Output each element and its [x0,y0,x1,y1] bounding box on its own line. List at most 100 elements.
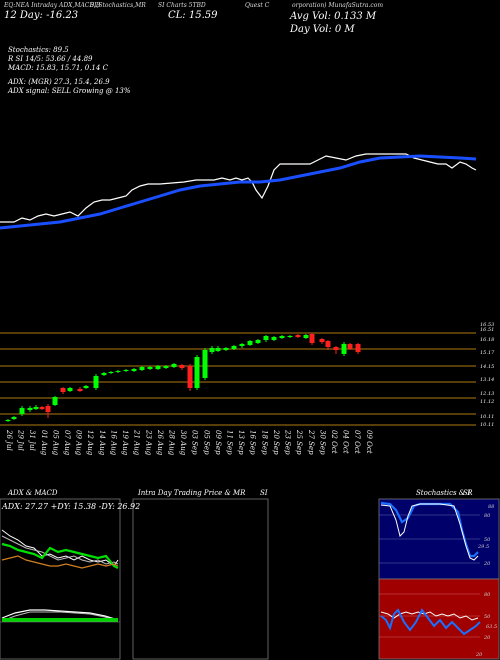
date-label: 28 Aug [167,429,175,456]
intraday-panel-frame [132,498,269,660]
candle-body [255,340,261,343]
stochastics-lines [379,501,480,564]
candle-body [279,336,285,338]
date-label: 23 Aug [144,429,152,456]
price-level-9: 10.11 [480,414,494,420]
date-label: 26 Jul [5,429,13,451]
candle-body [187,366,193,388]
candle-body [155,366,161,369]
candle-body [139,367,145,370]
candle-body [223,348,229,350]
chart-title-company-site: orporation) MunafaSutra.com [292,2,384,9]
candle-body [60,388,66,392]
stoch-tick-80: 80 [484,513,491,519]
adx-panel-title: ADX & MACD [8,489,58,497]
candle-body [194,357,200,388]
date-label: 25 Sep [295,429,303,455]
price-level-4: 15.17 [480,350,495,356]
date-label: 05 Sep [202,430,210,455]
candle-body [39,407,45,409]
adx-signal-text: ADX signal: SELL Growing @ 13% [8,87,131,95]
candle-body [163,366,169,368]
date-label: 30 Sep [318,430,326,455]
chart-title-company: Quest C [245,2,270,9]
date-label: 27 Sep [307,429,315,455]
date-label: 16 Aug [109,430,117,456]
date-label: 12 Aug [86,430,94,456]
candle-body [303,335,309,338]
candle-body [325,341,331,347]
date-label: 09 Oct [365,430,373,454]
date-label: 05 Aug [51,430,59,456]
price-level-7: 12.13 [480,391,494,397]
date-label: 13 Sep [237,430,245,455]
date-label: 09 Aug [75,430,83,456]
price-level-5: 14.15 [480,364,494,370]
chart-title-mid: SI,Stochastics,MR [90,2,146,9]
candle-body [101,373,107,375]
macd-text: MACD: 15.83, 15.71, 0.14 C [8,64,108,72]
candle-body [147,367,153,369]
candle-body [247,341,253,345]
candle-body [263,336,269,340]
candle-body [67,388,73,391]
date-label: 18 Sep [260,430,268,455]
date-label: 01 Aug [40,430,48,456]
adx-text: ADX: (MGR) 27.3, 15.4, 26.9 [8,78,110,86]
date-label: 30 Aug [179,430,187,456]
candle-body [115,371,121,372]
price-level-labels: 16.53 16.51 16.18 15.17 14.15 13.14 12.1… [480,322,495,428]
macd-lines [0,609,120,623]
price-level-lines [0,332,476,426]
date-label: 31 Jul [28,430,36,451]
date-label: 04 Oct [342,430,350,454]
close-label: CL: 15.59 [168,10,218,21]
candle-body [123,370,129,371]
date-label: 23 Sep [284,429,292,455]
price-level-2: 16.51 [480,327,494,333]
candle-body [209,348,215,352]
candle-body [341,344,347,354]
date-axis: 26 Jul 29 Jul 31 Jul 01 Aug 05 Aug 07 Aug 09 A… [5,429,373,456]
candle-body [45,406,51,412]
stoch-tick-50: 50 [484,537,491,543]
candle-body [171,364,177,367]
stoch-value-2: 29.5 [477,544,489,550]
day-range-label: 12 Day: -16.23 [4,10,79,21]
candle-body [5,420,11,421]
candle-body [231,346,237,349]
avg-vol-label: Avg Vol: 0.133 M [290,11,377,22]
candle-body [239,344,245,346]
date-label: 07 Oct [353,430,361,454]
price-level-10: 10.11 [480,422,494,428]
candle-body [52,397,58,405]
day-vol-label: Day Vol: 0 M [290,24,355,35]
date-label: 19 Aug [121,430,129,456]
candle-body [93,376,99,388]
stoch-tick-20: 20 [483,561,491,567]
chart-title-right: SI Charts 5TBD [158,2,206,9]
price-level-6: 13.14 [480,377,494,383]
candle-body [309,334,315,343]
intraday-panel-title-2: SI [260,489,268,497]
candle-body [202,350,208,378]
candle-body [347,344,353,349]
candle-body [77,389,83,391]
candle-body [19,408,25,414]
price-line [0,153,477,223]
stochastics-panel-title-2: SI [463,489,471,497]
candle-body [108,372,114,373]
candle-body [131,369,137,371]
candle-body [83,386,89,388]
rsi-value: 63.5 [486,624,497,630]
date-label: 02 Oct [330,430,338,454]
price-level-8: 11.12 [480,399,494,405]
adx-panel-values: ADX: 27.27 +DY: 15.38 -DY: 26.92 [2,502,141,511]
moving-average-line [0,154,477,230]
candle-body [319,339,325,342]
date-label: 29 Jul [17,429,25,451]
date-label: 20 Sep [272,429,280,455]
rsi-tick-80: 80 [484,592,491,598]
candle-body [33,407,39,409]
rsi-text: R SI 14/5: 53.66 / 44.89 [8,55,93,63]
